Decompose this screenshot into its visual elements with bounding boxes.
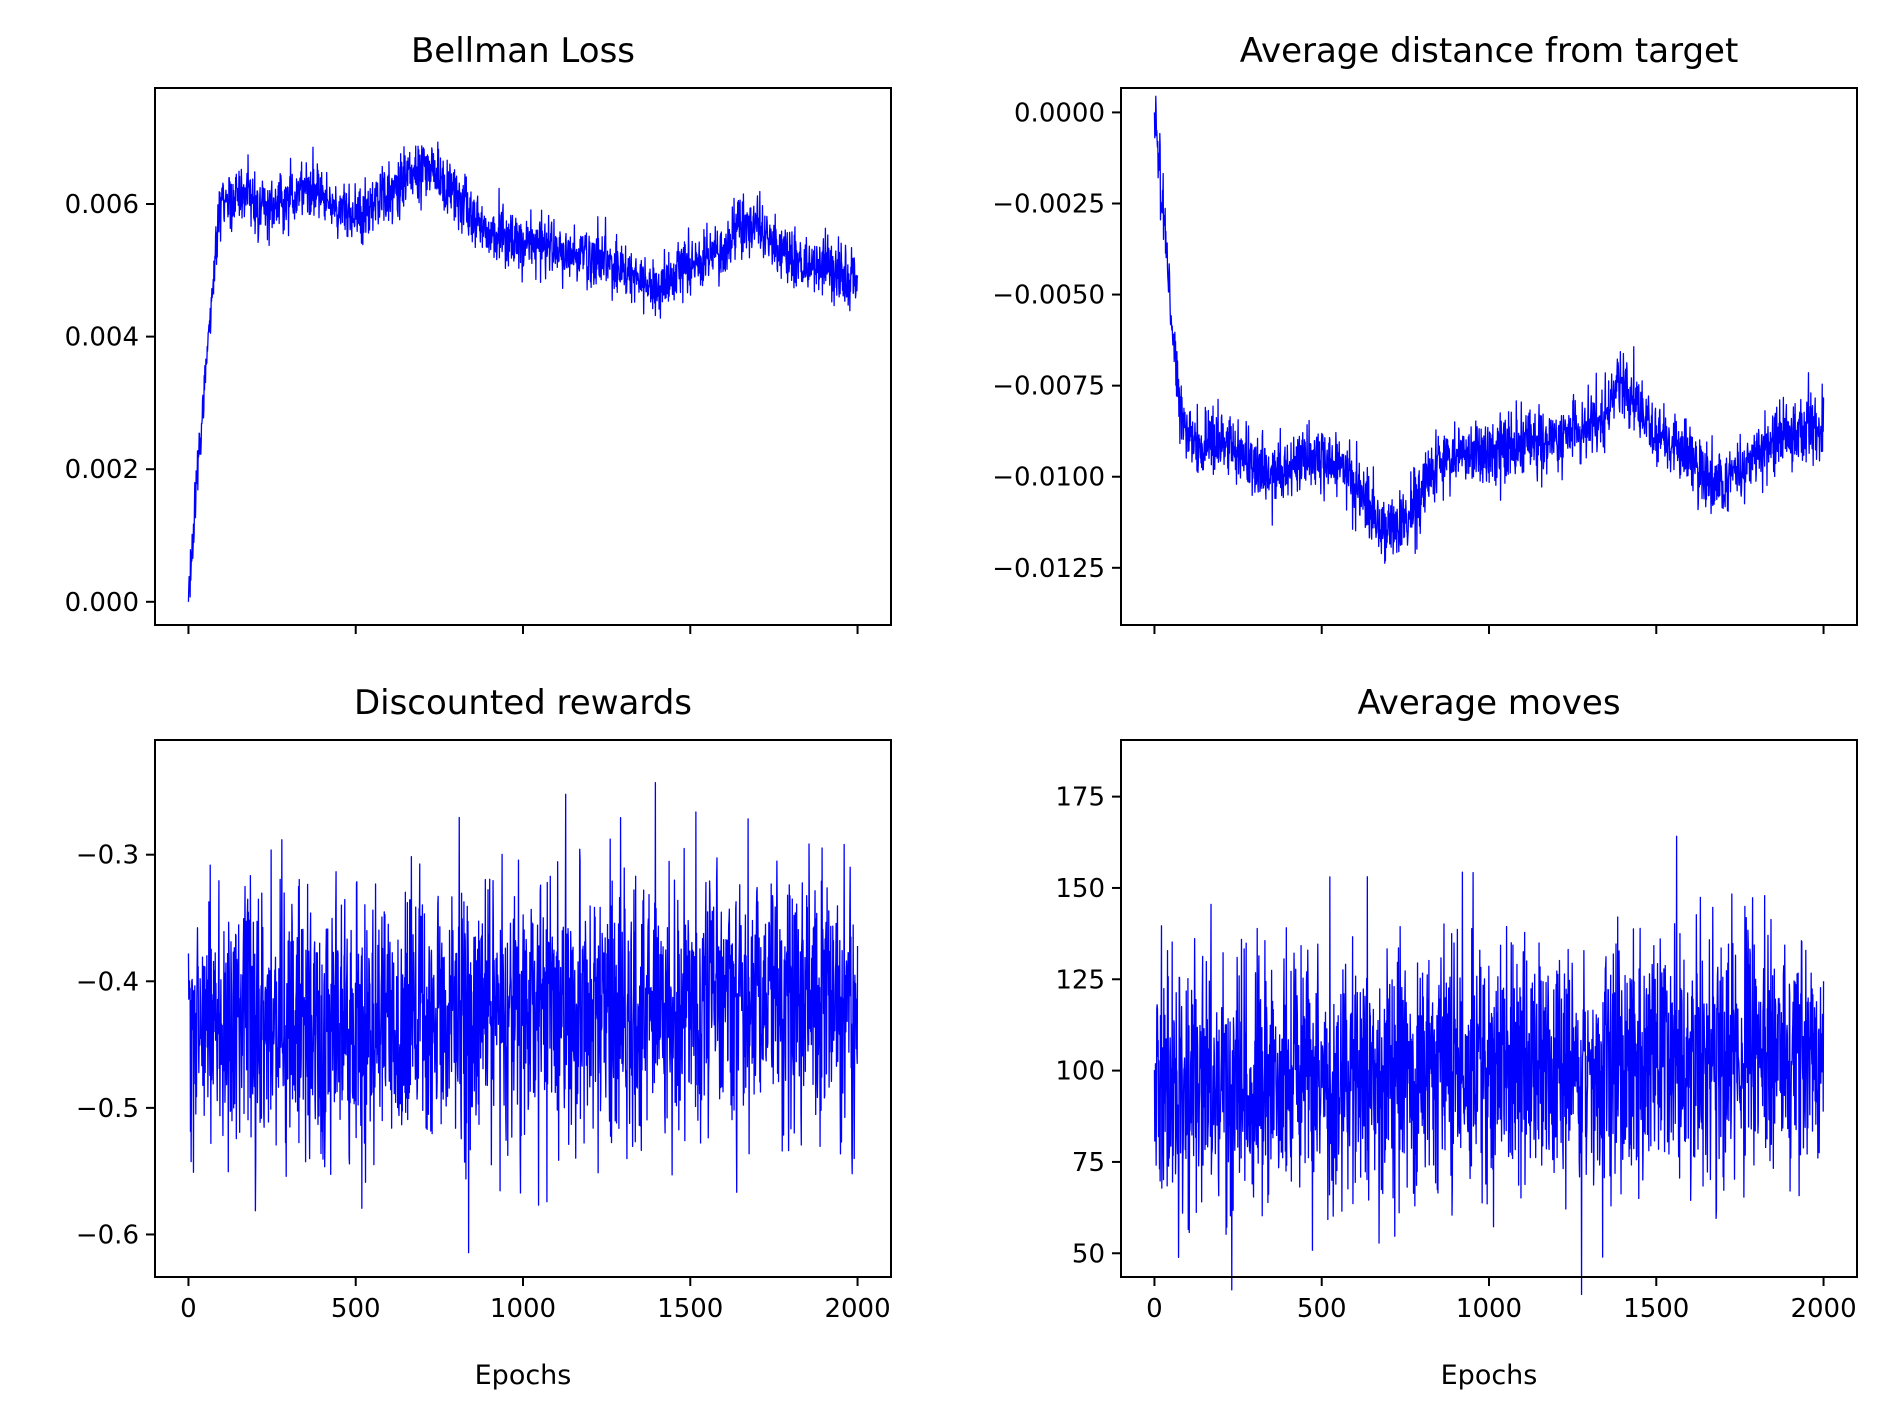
y-tick-label: −0.4 bbox=[76, 967, 139, 997]
x-axis-label: Epochs bbox=[1441, 1360, 1538, 1391]
y-tick-label: −0.0025 bbox=[992, 189, 1105, 219]
y-tick-label: 125 bbox=[1055, 965, 1105, 995]
subplot-bellman-loss: Bellman Loss 0.000 0.002 0.004 0.006 bbox=[65, 31, 892, 634]
series-line bbox=[187, 141, 859, 602]
series-line bbox=[1153, 835, 1825, 1296]
x-tick-label: 2000 bbox=[1790, 1294, 1856, 1324]
plot-frame bbox=[1120, 739, 1858, 1278]
y-tick-label: −0.0125 bbox=[992, 554, 1105, 584]
x-tick-label: 1000 bbox=[1456, 1294, 1522, 1324]
y-tick-label: 0.004 bbox=[65, 323, 139, 353]
plot-frame bbox=[1120, 87, 1858, 626]
x-tick-label: 500 bbox=[331, 1294, 381, 1324]
x-tick-label: 500 bbox=[1297, 1294, 1347, 1324]
y-tick-label: 175 bbox=[1055, 783, 1105, 813]
x-tick-label: 1000 bbox=[490, 1294, 556, 1324]
y-tick-label: 100 bbox=[1055, 1057, 1105, 1087]
y-tick-label: 0.002 bbox=[65, 455, 139, 485]
x-tick-label: 2000 bbox=[824, 1294, 890, 1324]
y-tick-label: 50 bbox=[1072, 1239, 1105, 1269]
y-tick-label: 75 bbox=[1072, 1148, 1105, 1178]
y-tick-label: −0.5 bbox=[76, 1094, 139, 1124]
series-line bbox=[1153, 95, 1825, 564]
chart-title: Discounted rewards bbox=[354, 683, 692, 723]
y-tick-label: −0.6 bbox=[76, 1220, 139, 1250]
x-tick-label: 1500 bbox=[657, 1294, 723, 1324]
plot-frame bbox=[154, 739, 892, 1278]
x-axis-label: Epochs bbox=[475, 1360, 572, 1391]
plot-frame bbox=[154, 87, 892, 626]
y-tick-label: 150 bbox=[1055, 874, 1105, 904]
y-tick-label: −0.0050 bbox=[992, 281, 1105, 311]
chart-title: Bellman Loss bbox=[411, 31, 635, 71]
y-tick-label: −0.3 bbox=[76, 841, 139, 871]
x-tick-label: 0 bbox=[180, 1294, 197, 1324]
chart-title: Average distance from target bbox=[1240, 31, 1739, 71]
subplot-average-distance: Average distance from target 0.0000 −0.00… bbox=[992, 31, 1858, 634]
series-line bbox=[187, 782, 859, 1254]
subplot-discounted-rewards: Discounted rewards Epochs 0 500 1000 1500 20… bbox=[76, 683, 892, 1391]
y-tick-label: −0.0100 bbox=[992, 463, 1105, 493]
y-tick-label: 0.000 bbox=[65, 588, 139, 618]
y-tick-label: 0.006 bbox=[65, 190, 139, 220]
x-tick-label: 1500 bbox=[1623, 1294, 1689, 1324]
chart-title: Average moves bbox=[1357, 683, 1620, 723]
subplot-average-moves: Average moves Epochs 0 500 1000 1500 2000 50 7… bbox=[1055, 683, 1858, 1391]
y-tick-label: 0.0000 bbox=[1014, 98, 1105, 128]
x-tick-label: 0 bbox=[1146, 1294, 1163, 1324]
y-tick-label: −0.0075 bbox=[992, 372, 1105, 402]
